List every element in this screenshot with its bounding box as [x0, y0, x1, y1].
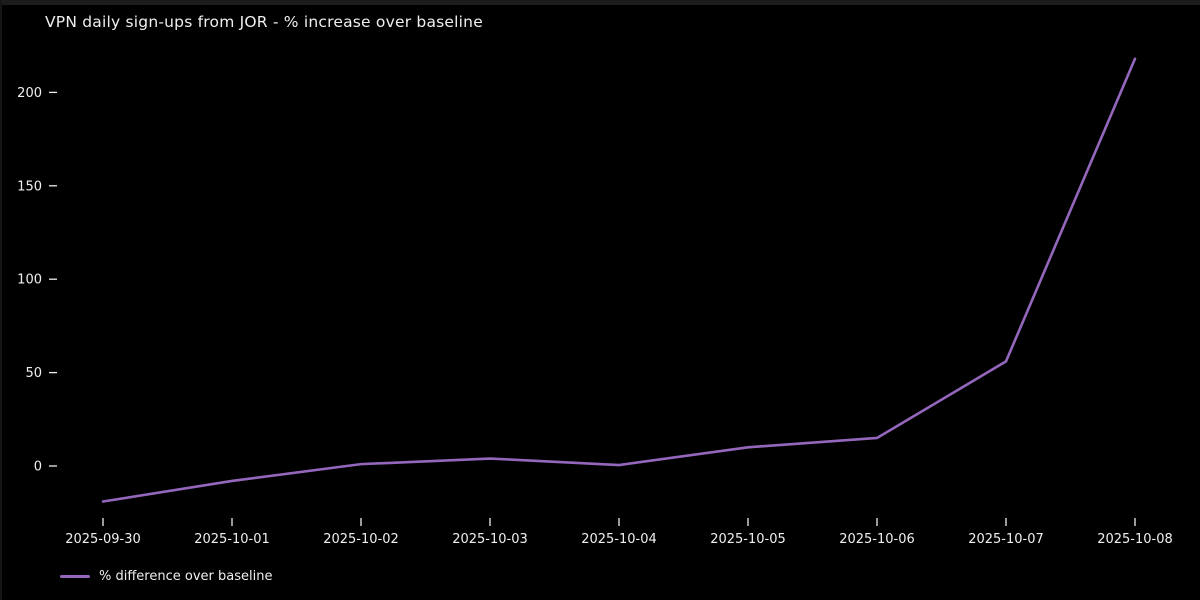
- legend-label: % difference over baseline: [99, 569, 273, 584]
- y-tick-label: 50: [25, 366, 42, 381]
- x-tick-label: 2025-10-03: [452, 532, 528, 547]
- window-top-edge: [0, 0, 1200, 5]
- x-tick-label: 2025-10-04: [581, 532, 657, 547]
- x-tick-label: 2025-10-01: [194, 532, 270, 547]
- chart-title: VPN daily sign-ups from JOR - % increase…: [45, 13, 483, 31]
- legend: % difference over baseline: [60, 569, 272, 584]
- y-tick-label: 150: [17, 179, 42, 194]
- x-tick-label: 2025-10-02: [323, 532, 399, 547]
- y-tick-label: 200: [17, 86, 42, 101]
- x-tick-label: 2025-10-05: [710, 532, 786, 547]
- legend-line-swatch: [60, 575, 90, 578]
- x-tick-label: 2025-10-08: [1097, 532, 1173, 547]
- x-tick-label: 2025-10-06: [839, 532, 915, 547]
- y-tick-label: 0: [34, 460, 42, 475]
- window-left-edge: [0, 0, 2, 600]
- y-tick-label: 100: [17, 273, 42, 288]
- x-tick-label: 2025-10-07: [968, 532, 1044, 547]
- x-tick-label: 2025-09-30: [65, 532, 141, 547]
- series-line: [101, 57, 1137, 503]
